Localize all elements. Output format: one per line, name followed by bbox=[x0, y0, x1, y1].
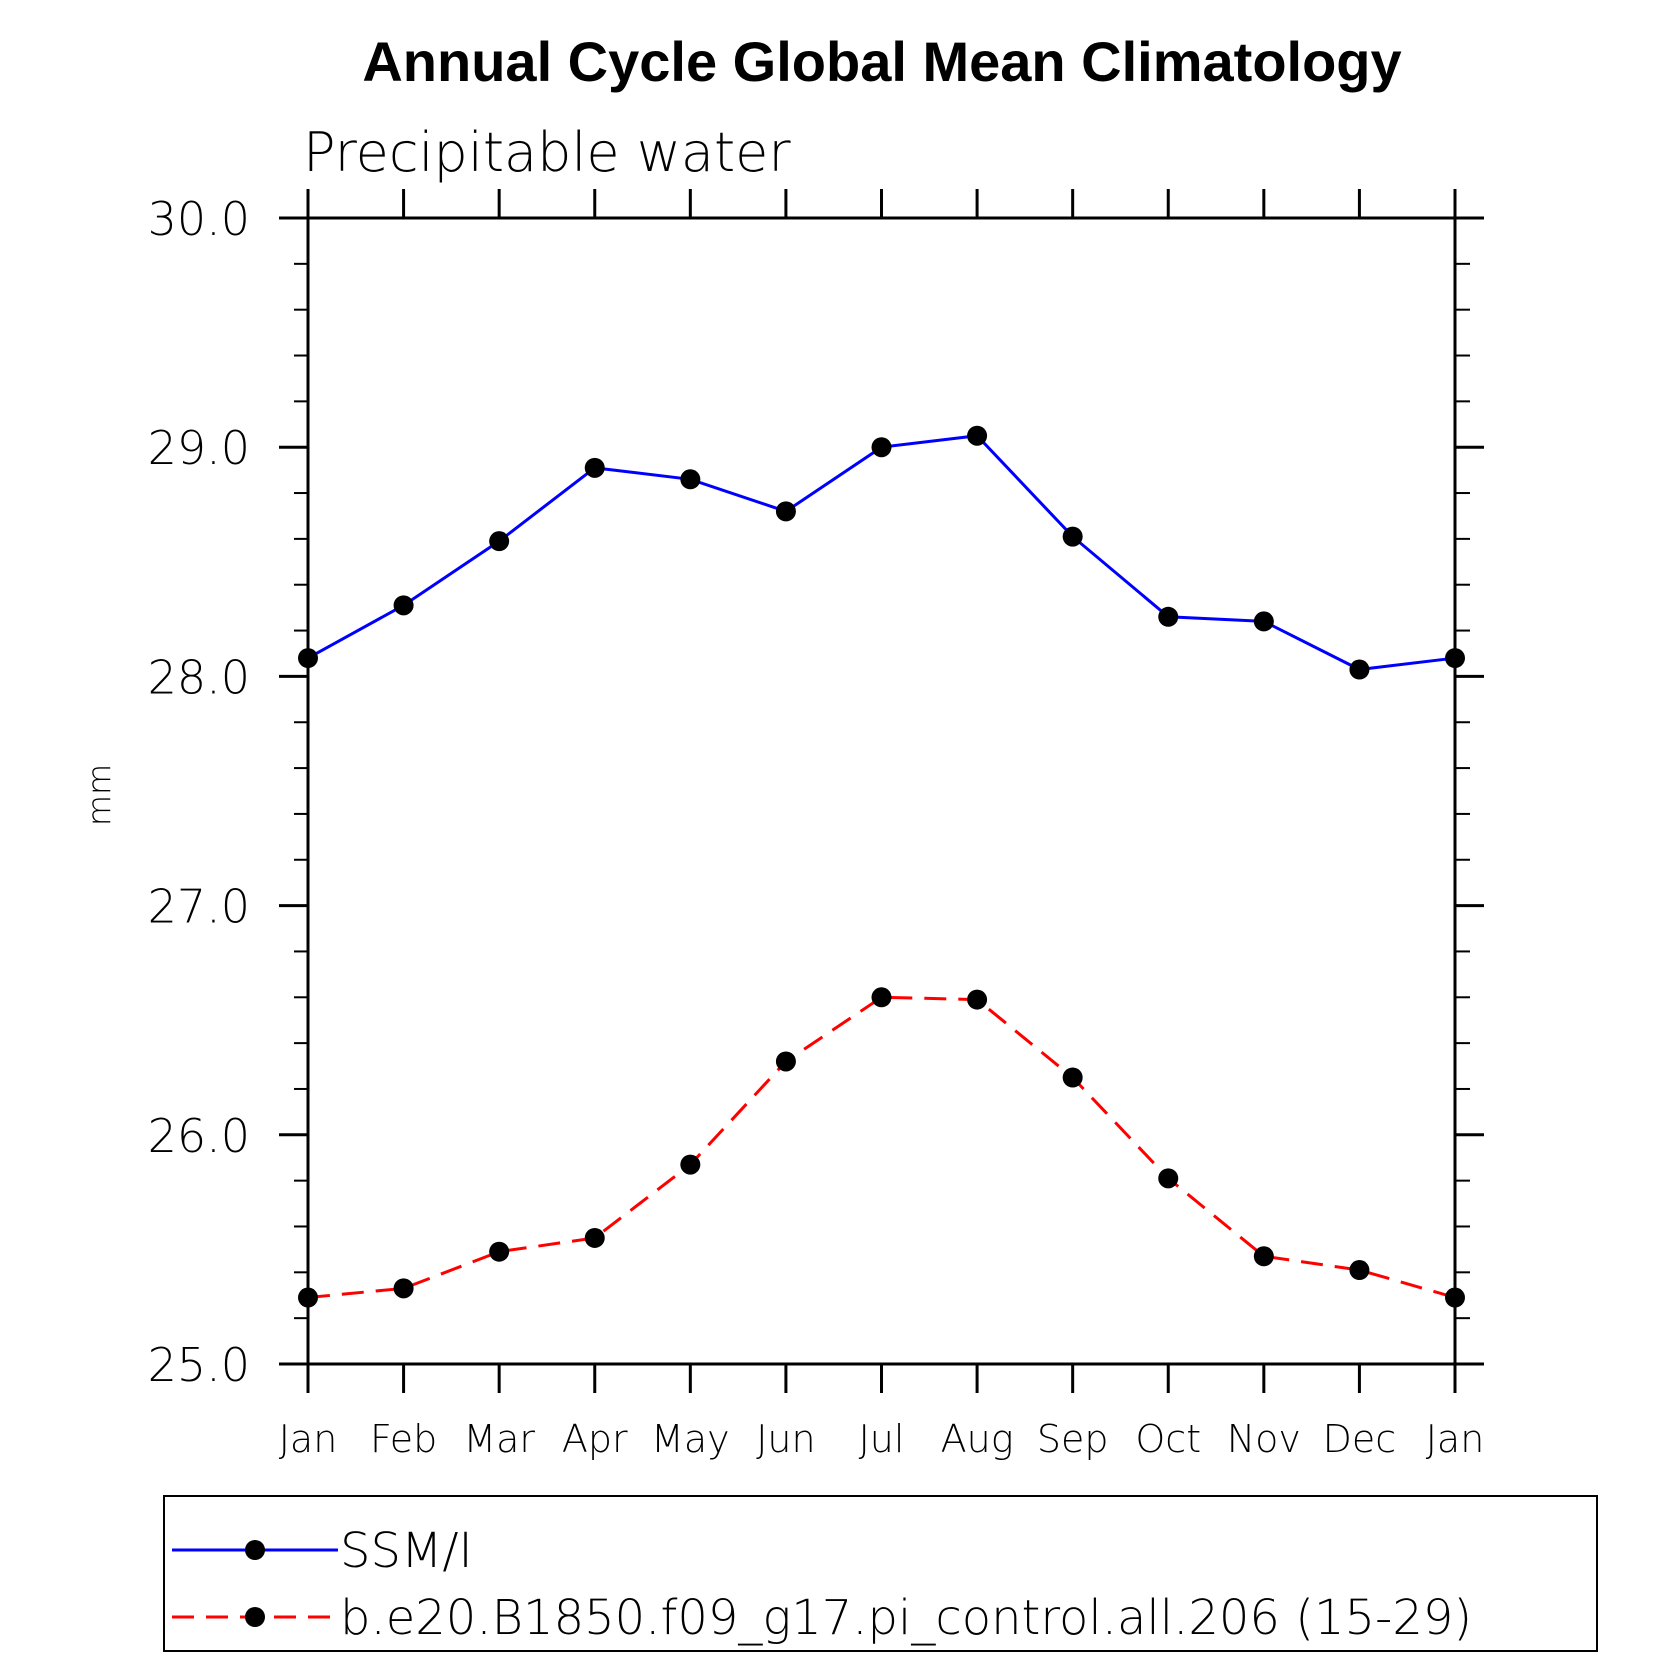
series-1-point bbox=[1349, 659, 1370, 680]
x-tick-label: Jan bbox=[1426, 1417, 1485, 1461]
x-tick-label: Feb bbox=[370, 1417, 437, 1461]
series-2-point bbox=[1253, 1246, 1274, 1267]
y-tick-label: 29.0 bbox=[148, 421, 250, 475]
y-tick-label: 27.0 bbox=[148, 880, 250, 934]
series-1-point bbox=[298, 648, 318, 669]
series-2-point bbox=[584, 1227, 605, 1248]
legend-swatch-marker-1 bbox=[245, 1540, 265, 1560]
series-1-point bbox=[967, 425, 988, 446]
series-2-point bbox=[489, 1241, 510, 1262]
series-2-point bbox=[1445, 1287, 1465, 1308]
x-axis-ticks: Jan Feb Mar Apr May Jun Jul Aug Sep Oct Nov Dec Jan bbox=[279, 189, 1485, 1461]
legend-swatch-marker-2 bbox=[245, 1607, 265, 1627]
series-1-point bbox=[680, 469, 701, 490]
legend-label-2: b.e20.B1850.f09_g17.pi_control.all.206 (… bbox=[340, 1590, 1472, 1646]
x-tick-label: Apr bbox=[562, 1417, 628, 1461]
series-2-point bbox=[1158, 1168, 1179, 1189]
series-1-point bbox=[1158, 606, 1179, 627]
x-tick-label: Oct bbox=[1135, 1417, 1201, 1461]
series-line-2 bbox=[307, 995, 1456, 1300]
y-axis-ticks: 25.0 26.0 27.0 28.0 29.0 30.0 bbox=[148, 192, 1484, 1392]
series-1-point bbox=[775, 501, 796, 522]
chart-subtitle: Precipitable water bbox=[303, 121, 791, 184]
series-1-point bbox=[584, 457, 605, 478]
x-tick-label: Aug bbox=[941, 1417, 1014, 1461]
x-tick-label: Jun bbox=[756, 1417, 815, 1461]
x-tick-label: Sep bbox=[1037, 1417, 1109, 1461]
legend-box bbox=[163, 1495, 1598, 1652]
legend: SSM/I b.e20.B1850.f09_g17.pi_control.all.… bbox=[163, 1495, 1598, 1652]
x-tick-label: Nov bbox=[1227, 1417, 1301, 1461]
x-tick-label: Mar bbox=[463, 1417, 535, 1461]
series-1-point bbox=[1062, 526, 1083, 547]
series-1-point bbox=[1253, 611, 1274, 632]
series-2-point bbox=[393, 1278, 414, 1299]
legend-label-1: SSM/I bbox=[340, 1523, 473, 1579]
series-2-point bbox=[775, 1051, 796, 1072]
series-1-point bbox=[489, 531, 510, 552]
legend-items: SSM/I b.e20.B1850.f09_g17.pi_control.all.… bbox=[172, 1523, 1472, 1646]
series-2-point bbox=[871, 987, 892, 1008]
series-2-point bbox=[967, 989, 988, 1010]
series-layer bbox=[298, 425, 1465, 1308]
series-line-1 bbox=[307, 434, 1456, 672]
y-tick-label: 28.0 bbox=[148, 650, 250, 704]
series-2-point bbox=[298, 1287, 318, 1308]
plot-frame bbox=[306, 216, 1457, 1366]
y-tick-label: 25.0 bbox=[148, 1338, 250, 1392]
x-tick-label: Jul bbox=[859, 1417, 905, 1461]
y-tick-label: 30.0 bbox=[148, 192, 250, 246]
series-2-point bbox=[1062, 1067, 1083, 1088]
series-1-point bbox=[393, 595, 414, 616]
y-axis-label: mm bbox=[80, 764, 118, 826]
x-tick-label: Dec bbox=[1323, 1417, 1397, 1461]
series-2-point bbox=[680, 1154, 701, 1175]
y-tick-label: 26.0 bbox=[148, 1109, 250, 1163]
chart-title: Annual Cycle Global Mean Climatology bbox=[362, 30, 1401, 93]
x-tick-label: Jan bbox=[279, 1417, 338, 1461]
series-1-point bbox=[1445, 648, 1465, 669]
x-tick-label: May bbox=[651, 1417, 730, 1461]
series-1-point bbox=[871, 437, 892, 458]
series-2-point bbox=[1349, 1260, 1370, 1281]
